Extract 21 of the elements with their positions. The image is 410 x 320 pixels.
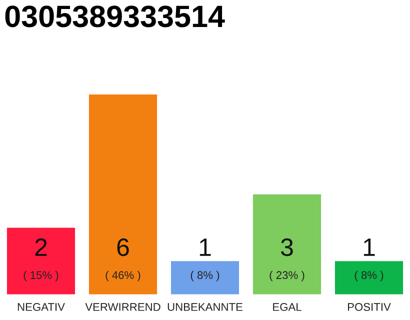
- annotation: ( 23% ): [270, 270, 304, 282]
- bar: [170, 261, 240, 294]
- x-tick-label: VERWIRREND: [85, 303, 160, 311]
- annotation: ( 8% ): [354, 270, 384, 282]
- data-label: 2: [35, 238, 47, 256]
- chart-title: 0305389333514: [5, 6, 225, 28]
- bar: [252, 194, 322, 294]
- bar: [334, 261, 404, 294]
- bar: [88, 94, 158, 294]
- x-tick-label: EGAL: [273, 303, 302, 311]
- annotation: ( 46% ): [106, 270, 140, 282]
- data-label: 6: [117, 238, 129, 256]
- x-tick-label: NEGATIV: [18, 303, 65, 311]
- data-label: 1: [200, 238, 211, 256]
- annotation: ( 8% ): [190, 270, 220, 282]
- x-tick-label: POSITIV: [348, 303, 391, 311]
- bar: [6, 228, 76, 294]
- data-label: 3: [281, 238, 293, 256]
- data-label: 1: [364, 238, 375, 256]
- annotation: ( 15% ): [24, 270, 58, 282]
- x-tick-label: UNBEKANNTE: [168, 303, 242, 311]
